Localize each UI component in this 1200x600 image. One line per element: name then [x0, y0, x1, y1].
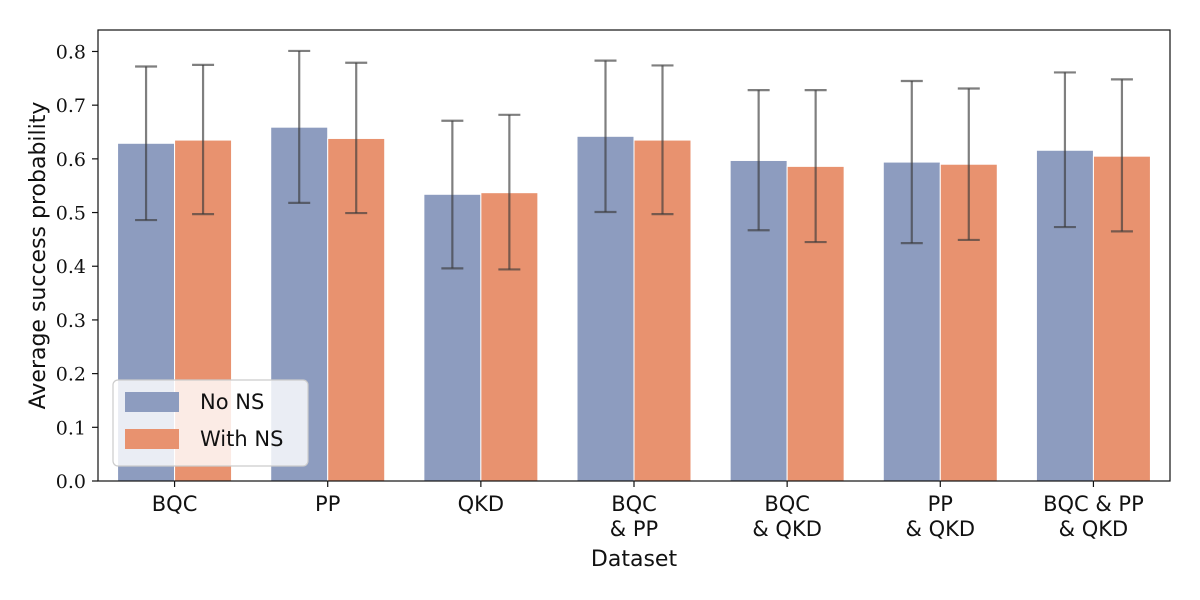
x-tick-label: & PP — [610, 517, 658, 541]
x-tick-label: QKD — [458, 492, 504, 516]
x-tick-label: BQC — [152, 492, 198, 516]
legend-swatch-0 — [125, 392, 179, 412]
y-tick-label: 0.7 — [56, 95, 86, 117]
y-tick-label: 0.6 — [56, 149, 86, 171]
x-tick-label: & QKD — [1059, 517, 1129, 541]
x-tick-label: PP — [928, 492, 953, 516]
legend-label: With NS — [200, 427, 283, 451]
x-tick-label: & QKD — [752, 517, 822, 541]
legend-swatch-1 — [125, 429, 179, 449]
y-tick-label: 0.8 — [56, 41, 86, 63]
y-tick-label: 0.4 — [56, 256, 86, 278]
legend-label: No NS — [200, 390, 264, 414]
y-tick-label: 0.0 — [56, 471, 86, 493]
y-axis-title: Average success probability — [26, 102, 51, 410]
x-axis-title: Dataset — [591, 547, 678, 572]
x-tick-label: & QKD — [906, 517, 976, 541]
y-tick-label: 0.1 — [56, 417, 86, 439]
x-tick-label: BQC — [611, 492, 657, 516]
y-tick-label: 0.2 — [56, 364, 86, 386]
x-tick-label: BQC — [764, 492, 810, 516]
x-tick-label: BQC & PP — [1043, 492, 1144, 516]
x-tick-label: PP — [315, 492, 340, 516]
y-tick-label: 0.5 — [56, 203, 86, 225]
y-tick-label: 0.3 — [56, 310, 86, 332]
